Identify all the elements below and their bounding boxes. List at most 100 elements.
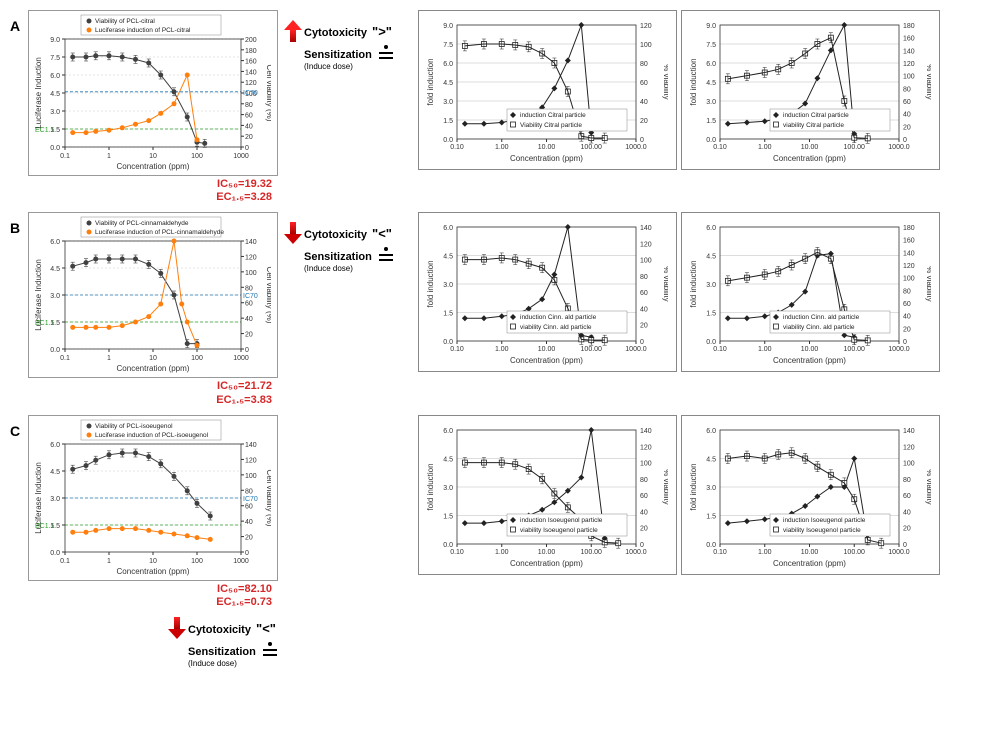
svg-text:Cell viability (%): Cell viability (%)	[265, 469, 271, 526]
svg-text:20: 20	[640, 118, 648, 125]
svg-text:6.0: 6.0	[706, 61, 716, 68]
svg-text:60: 60	[640, 291, 648, 298]
svg-text:4.5: 4.5	[443, 254, 453, 261]
svg-text:3.0: 3.0	[706, 99, 716, 106]
svg-text:1.00: 1.00	[495, 346, 509, 353]
svg-text:20: 20	[640, 525, 648, 532]
right-charts: 0.01.53.04.56.00204060801001201400.101.0…	[418, 415, 940, 575]
svg-text:6.0: 6.0	[50, 239, 60, 246]
svg-text:7.5: 7.5	[443, 42, 453, 49]
svg-text:80: 80	[640, 274, 648, 281]
svg-text:0: 0	[903, 542, 907, 549]
svg-text:100.00: 100.00	[581, 549, 603, 556]
svg-text:Concentration (ppm): Concentration (ppm)	[510, 356, 583, 365]
middle-annotations: Cytotoxicity ">" Sensitization (Induce d…	[278, 10, 408, 77]
svg-text:fold induction: fold induction	[426, 463, 435, 510]
arrow-down-icon	[170, 617, 184, 639]
svg-text:10: 10	[149, 355, 157, 362]
svg-text:100: 100	[903, 74, 915, 81]
svg-text:6.0: 6.0	[443, 428, 453, 435]
svg-text:Concentration (ppm): Concentration (ppm)	[510, 154, 583, 163]
svg-text:1000: 1000	[233, 558, 249, 565]
svg-text:0: 0	[245, 347, 249, 354]
svg-text:120: 120	[640, 444, 652, 451]
svg-text:80: 80	[903, 86, 911, 93]
svg-text:0.0: 0.0	[443, 339, 453, 346]
svg-text:1.00: 1.00	[495, 549, 509, 556]
svg-text:9.0: 9.0	[706, 23, 716, 30]
svg-text:100: 100	[640, 42, 652, 49]
svg-text:Concentration (ppm): Concentration (ppm)	[773, 559, 846, 568]
svg-text:1.00: 1.00	[758, 144, 772, 151]
svg-text:180: 180	[903, 23, 915, 30]
svg-text:Concentration (ppm): Concentration (ppm)	[773, 356, 846, 365]
svg-text:% viability: % viability	[662, 267, 668, 303]
svg-text:10.00: 10.00	[801, 549, 819, 556]
bottom-annotations: Cytotoxicity "<" Sensitization (Induce d…	[170, 617, 990, 668]
svg-text:40: 40	[640, 99, 648, 106]
svg-text:viability Citral particle: viability Citral particle	[783, 122, 844, 129]
svg-text:fold induction: fold induction	[689, 463, 698, 510]
svg-text:0.10: 0.10	[450, 144, 464, 151]
svg-text:% viability: % viability	[925, 64, 931, 100]
svg-text:6.0: 6.0	[706, 428, 716, 435]
svg-text:4.5: 4.5	[443, 456, 453, 463]
svg-text:100: 100	[903, 460, 915, 467]
svg-text:140: 140	[903, 251, 915, 258]
svg-text:6.0: 6.0	[443, 225, 453, 232]
svg-text:60: 60	[245, 503, 253, 510]
right-chart: 0.01.53.04.56.00204060801001201400.101.0…	[418, 212, 677, 372]
right-charts: 0.01.53.04.56.07.59.00204060801001200.10…	[418, 10, 940, 170]
svg-text:100: 100	[903, 276, 915, 283]
right-chart: 0.01.53.04.56.07.59.00204060801001201401…	[681, 10, 940, 170]
svg-text:100.00: 100.00	[581, 144, 603, 151]
svg-text:9.0: 9.0	[50, 37, 60, 44]
svg-text:0.0: 0.0	[50, 347, 60, 354]
svg-text:Luciferase induction of PCL-ci: Luciferase induction of PCL-cinnamaldehy…	[95, 229, 224, 236]
svg-text:60: 60	[903, 99, 911, 106]
svg-text:induction Cinn. ald particle: induction Cinn. ald particle	[520, 314, 597, 321]
svg-text:% viability: % viability	[662, 64, 668, 100]
svg-text:0: 0	[640, 542, 644, 549]
svg-text:6.0: 6.0	[443, 61, 453, 68]
svg-text:0.0: 0.0	[50, 550, 60, 557]
svg-text:60: 60	[903, 301, 911, 308]
svg-text:80: 80	[245, 488, 253, 495]
svg-text:10: 10	[149, 558, 157, 565]
svg-text:140: 140	[245, 239, 257, 246]
svg-text:60: 60	[640, 80, 648, 87]
svg-text:160: 160	[903, 238, 915, 245]
svg-text:Luciferase Induction: Luciferase Induction	[34, 462, 43, 534]
svg-text:1000.0: 1000.0	[888, 549, 910, 556]
svg-text:3.0: 3.0	[443, 485, 453, 492]
svg-text:140: 140	[903, 48, 915, 55]
svg-text:10.00: 10.00	[538, 144, 556, 151]
svg-text:20: 20	[245, 134, 253, 141]
svg-text:1: 1	[107, 558, 111, 565]
svg-text:140: 140	[245, 69, 257, 76]
svg-text:induction Isoeugenol particle: induction Isoeugenol particle	[520, 517, 603, 524]
svg-text:0: 0	[640, 339, 644, 346]
svg-text:Cell viability (%): Cell viability (%)	[265, 267, 271, 324]
svg-text:4.5: 4.5	[50, 91, 60, 98]
cytotoxicity-anno: Cytotoxicity "<"	[170, 617, 990, 639]
svg-text:viability Isoeugenol particle: viability Isoeugenol particle	[520, 527, 598, 534]
svg-text:Concentration (ppm): Concentration (ppm)	[117, 364, 190, 373]
svg-text:IC70: IC70	[243, 496, 258, 503]
svg-text:60: 60	[640, 493, 648, 500]
right-charts: 0.01.53.04.56.00204060801001201400.101.0…	[418, 212, 940, 372]
svg-text:0.0: 0.0	[706, 542, 716, 549]
svg-text:140: 140	[903, 428, 915, 435]
svg-text:100.00: 100.00	[581, 346, 603, 353]
left-chart: Viability of PCL-cinnamaldehydeLuciferas…	[28, 212, 278, 378]
svg-text:1000.0: 1000.0	[625, 346, 647, 353]
svg-text:1000.0: 1000.0	[625, 144, 647, 151]
svg-text:Luciferase Induction: Luciferase Induction	[34, 57, 43, 129]
svg-text:% viability: % viability	[925, 267, 931, 303]
svg-text:4.5: 4.5	[443, 80, 453, 87]
svg-text:80: 80	[903, 477, 911, 484]
svg-text:1000.0: 1000.0	[888, 144, 910, 151]
right-chart: 0.01.53.04.56.00204060801001201401601800…	[681, 212, 940, 372]
svg-text:120: 120	[903, 263, 915, 270]
panel-label: C	[10, 415, 28, 439]
